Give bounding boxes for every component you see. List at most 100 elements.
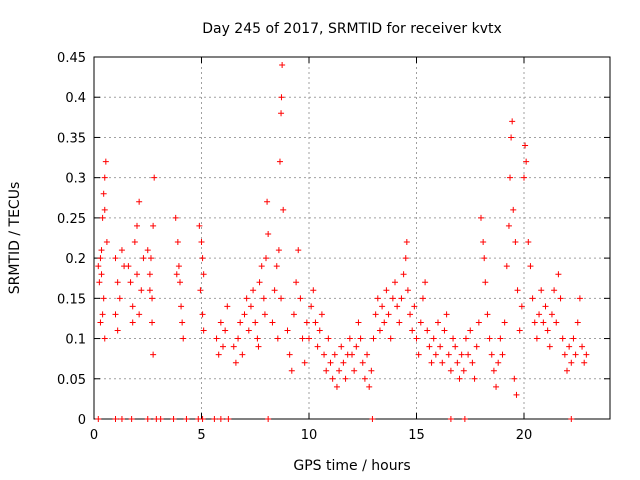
data-point — [437, 343, 444, 350]
data-point — [95, 416, 102, 422]
data-point — [200, 327, 207, 334]
data-point — [265, 230, 272, 237]
data-point — [312, 319, 319, 326]
data-point — [402, 255, 409, 262]
data-point — [516, 327, 523, 334]
data-point — [299, 335, 306, 342]
data-point — [394, 303, 401, 310]
data-point — [136, 311, 143, 318]
data-point — [254, 335, 261, 342]
data-point — [146, 271, 153, 278]
data-point — [481, 255, 488, 262]
data-point — [342, 375, 349, 382]
data-point — [147, 255, 154, 262]
data-point — [129, 319, 136, 326]
data-point — [112, 311, 119, 318]
data-point — [99, 311, 106, 318]
data-point — [546, 343, 553, 350]
data-point — [422, 279, 429, 286]
data-point — [548, 311, 555, 318]
data-point — [224, 303, 231, 310]
chart-title: Day 245 of 2017, SRMTID for receiver kvt… — [202, 21, 502, 37]
data-point — [146, 287, 153, 294]
data-point — [114, 279, 121, 286]
data-point — [424, 327, 431, 334]
data-point — [417, 319, 424, 326]
data-point — [376, 327, 383, 334]
data-point — [361, 375, 368, 382]
data-point — [177, 279, 183, 286]
data-point — [523, 158, 530, 165]
data-point — [128, 416, 135, 422]
data-point — [411, 303, 418, 310]
data-point — [469, 359, 476, 366]
plot-frame — [93, 56, 611, 420]
data-point — [150, 222, 157, 229]
data-point — [456, 375, 463, 382]
data-point — [452, 343, 459, 350]
data-point — [366, 383, 373, 390]
data-point — [400, 271, 407, 278]
data-point — [447, 367, 454, 374]
y-tick-label: 0.35 — [57, 131, 86, 146]
y-tick-label: 0.4 — [65, 91, 86, 106]
data-point — [261, 311, 268, 318]
data-point — [460, 367, 467, 374]
data-point — [217, 416, 224, 422]
data-point — [323, 367, 330, 374]
data-point — [100, 295, 107, 302]
axis-ticks: 0 5 10 15 20 0 0.05 0.1 0.15 0.2 0.25 0.3 0.35 0.4 0.4… — [57, 51, 610, 443]
data-point — [95, 263, 102, 270]
data-point — [531, 319, 538, 326]
data-point — [396, 319, 403, 326]
x-axis-label: GPS time / hours — [293, 458, 410, 474]
data-point — [256, 279, 263, 286]
data-point — [278, 295, 285, 302]
data-point — [447, 416, 454, 422]
data-point — [407, 311, 414, 318]
data-point — [508, 134, 515, 141]
data-point — [225, 416, 232, 422]
data-point — [264, 198, 271, 205]
data-point — [237, 319, 244, 326]
data-point — [279, 62, 286, 69]
data-point — [583, 351, 590, 358]
data-point — [211, 416, 218, 422]
data-point — [383, 287, 390, 294]
data-point — [199, 255, 206, 262]
data-point — [557, 295, 564, 302]
data-point — [488, 351, 495, 358]
data-point — [114, 327, 121, 334]
data-point — [290, 311, 297, 318]
data-point — [217, 319, 224, 326]
data-point — [179, 319, 186, 326]
data-point — [542, 303, 549, 310]
data-point — [415, 351, 422, 358]
data-point — [276, 158, 283, 165]
data-point — [197, 287, 204, 294]
data-point — [404, 287, 411, 294]
data-point — [329, 375, 336, 382]
data-point — [555, 271, 562, 278]
data-point — [318, 311, 325, 318]
data-point — [409, 327, 416, 334]
data-point — [493, 383, 500, 390]
data-point — [551, 287, 558, 294]
data-point — [338, 343, 345, 350]
data-point — [101, 206, 108, 213]
data-point — [359, 359, 366, 366]
data-point — [280, 206, 287, 213]
data-point — [239, 351, 246, 358]
data-point — [461, 416, 468, 422]
data-point — [484, 311, 491, 318]
data-point — [533, 335, 540, 342]
data-point — [435, 319, 441, 326]
data-point — [385, 311, 392, 318]
data-point — [369, 416, 376, 422]
y-tick-label: 0.25 — [57, 212, 86, 227]
data-point — [222, 327, 229, 334]
y-tick-label: 0.2 — [65, 252, 86, 267]
data-point — [174, 239, 181, 246]
data-point — [572, 351, 579, 358]
